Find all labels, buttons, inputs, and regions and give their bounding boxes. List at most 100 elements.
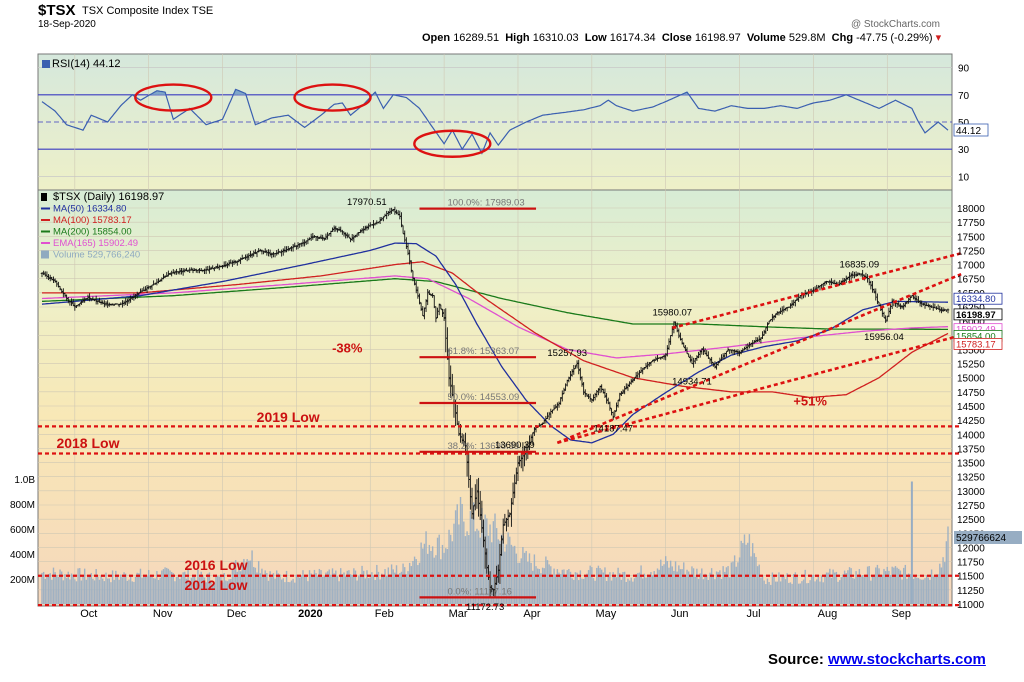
volume-bar	[369, 577, 371, 604]
volume-bar	[102, 578, 104, 604]
price-tick-label: 14750	[957, 388, 985, 399]
volume-bar	[612, 572, 614, 604]
price-tick-label: 11500	[957, 572, 985, 583]
volume-bar	[576, 572, 578, 604]
volume-bar	[87, 576, 89, 604]
volume-bar	[182, 572, 184, 604]
volume-bar	[645, 577, 647, 604]
volume-bar	[822, 582, 824, 604]
volume-bar	[605, 581, 608, 604]
volume-bar	[233, 562, 235, 604]
volume-bar	[907, 573, 910, 604]
volume-bar	[427, 553, 429, 604]
volume-bar	[474, 531, 477, 604]
volume-bar	[574, 572, 577, 604]
volume-bar	[259, 573, 261, 604]
volume-bar	[120, 574, 122, 604]
volume-bar	[136, 572, 138, 604]
volume-bar	[72, 574, 74, 604]
fib-label: 100.0%: 17989.03	[448, 198, 525, 209]
volume-bar	[374, 579, 376, 604]
volume-label: Volume	[746, 32, 786, 44]
volume-bar	[727, 566, 729, 604]
volume-bar	[435, 555, 437, 604]
source-link[interactable]: www.stockcharts.com	[828, 651, 986, 668]
volume-bar	[170, 571, 173, 604]
volume-bar	[440, 559, 442, 604]
volume-bar	[42, 571, 45, 604]
volume-bar	[571, 578, 573, 604]
volume-bar	[778, 572, 780, 604]
volume-bar	[69, 579, 71, 604]
volume-bar	[231, 568, 234, 604]
rsi-circle-highlight	[293, 83, 372, 112]
price-tick-label: 15000	[957, 374, 985, 385]
volume-bar	[722, 566, 724, 604]
volume-bar	[730, 562, 733, 604]
volume-bar	[779, 581, 782, 604]
rsi-last-label: 44.12	[956, 126, 981, 137]
volume-bar	[724, 571, 726, 604]
price-annotation: 15257.93	[547, 348, 587, 359]
volume-bar	[633, 578, 636, 604]
volume-bar	[878, 568, 880, 604]
volume-bar	[277, 573, 280, 604]
volume-bar	[325, 572, 327, 604]
volume-bar	[651, 575, 654, 604]
volume-bar	[349, 574, 352, 604]
support-label: 2019 Low	[257, 409, 320, 425]
volume-bar	[584, 575, 586, 604]
price-bars	[40, 206, 950, 598]
volume-bar	[732, 561, 734, 604]
legend-entry: $TSX (Daily) 16198.97	[53, 191, 164, 203]
volume-bar	[760, 577, 762, 604]
price-tick-label: 13500	[957, 459, 985, 470]
volume-bar	[628, 580, 631, 604]
volume-bar	[650, 572, 652, 604]
volume-bar	[238, 563, 240, 604]
volume-bar	[468, 535, 470, 604]
volume-bar	[600, 569, 603, 604]
volume-bar	[164, 567, 166, 604]
volume-bar	[479, 537, 481, 604]
volume-bar	[177, 576, 179, 604]
volume-bar	[62, 580, 65, 604]
volume-bar	[666, 561, 669, 604]
volume-bar	[289, 582, 291, 604]
volume-bar	[627, 578, 629, 604]
volume-bar	[620, 579, 623, 604]
volume-bar	[449, 534, 452, 604]
volume-bar	[167, 568, 170, 604]
volume-bar	[271, 577, 273, 604]
volume-bar	[944, 562, 946, 604]
price-tick-label: 17750	[957, 218, 985, 229]
volume-bar	[509, 536, 511, 604]
volume-bar	[814, 581, 816, 604]
volume-bar	[660, 559, 662, 604]
price-annotation: 15980.07	[652, 307, 692, 318]
volume-bar	[811, 575, 813, 604]
volume-bar	[330, 574, 332, 604]
high-label: High	[505, 32, 530, 44]
volume-bar	[692, 568, 695, 604]
volume-bar	[515, 553, 518, 604]
volume-bar	[402, 563, 404, 604]
volume-bar	[558, 572, 560, 604]
volume-bar	[917, 577, 920, 604]
volume-bar	[471, 517, 473, 604]
volume-bar	[850, 568, 852, 604]
volume-bar	[817, 576, 820, 604]
volume-bar	[773, 576, 775, 604]
volume-bar	[517, 562, 519, 604]
volume-bar	[819, 581, 821, 604]
volume-bar	[740, 540, 742, 604]
volume-bar	[367, 578, 370, 604]
volume-bar	[861, 575, 864, 604]
price-tick-label: 13750	[957, 444, 985, 455]
volume-bar	[797, 583, 800, 604]
volume-bar	[921, 579, 923, 604]
fib-label: 61.8%: 15363.07	[448, 346, 520, 357]
volume-bar	[896, 567, 898, 604]
volume-bar	[336, 576, 339, 604]
volume-bar	[607, 576, 609, 604]
